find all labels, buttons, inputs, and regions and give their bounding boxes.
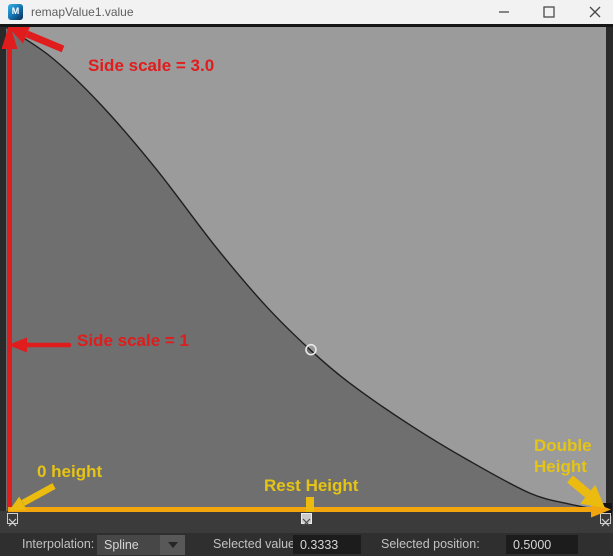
titlebar: M remapValue1.value xyxy=(0,0,613,24)
chevron-down-icon xyxy=(167,542,178,548)
maximize-icon xyxy=(543,6,555,18)
dropdown-arrow-button[interactable] xyxy=(160,535,185,555)
selected-position-label: Selected position: xyxy=(381,537,480,551)
maya-app-icon: M xyxy=(8,4,23,20)
interpolation-value: Spline xyxy=(104,538,139,552)
curve-key-marker[interactable] xyxy=(600,513,611,527)
curve-editor-canvas[interactable] xyxy=(6,27,606,511)
footer-controlbar: Interpolation: Spline Selected value: Se… xyxy=(0,533,613,556)
selected-value-field[interactable] xyxy=(293,535,361,554)
region-below-curve xyxy=(6,27,606,511)
minimize-button[interactable] xyxy=(492,1,516,23)
key-marker-row xyxy=(0,511,613,533)
remap-curve[interactable] xyxy=(6,27,606,511)
curve-key-marker[interactable] xyxy=(300,513,312,527)
selected-value-label: Selected value: xyxy=(213,537,299,551)
maximize-button[interactable] xyxy=(537,1,561,23)
selected-position-field[interactable] xyxy=(506,535,578,554)
interpolation-dropdown[interactable]: Spline xyxy=(97,535,185,555)
selected-curve-point[interactable] xyxy=(305,343,317,356)
left-frame xyxy=(0,27,6,511)
close-button[interactable] xyxy=(583,1,607,23)
titlebar-separator xyxy=(0,24,613,27)
close-icon xyxy=(589,6,601,18)
curve-key-marker[interactable] xyxy=(7,513,18,527)
minimize-icon xyxy=(499,11,509,13)
window-title: remapValue1.value xyxy=(31,5,134,19)
interpolation-label: Interpolation: xyxy=(22,537,95,551)
right-frame xyxy=(606,27,613,511)
